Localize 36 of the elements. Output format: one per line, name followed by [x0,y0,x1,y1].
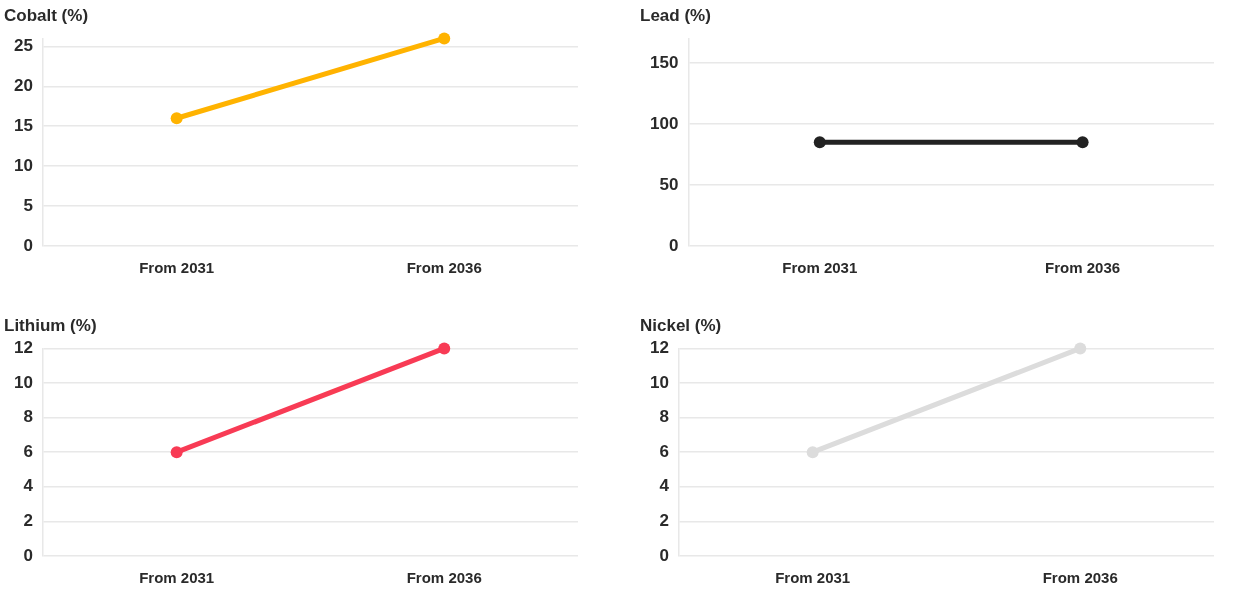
y-tick-label: 15 [13,115,33,135]
y-tick-label: 12 [649,338,669,358]
y-tick-label: 4 [23,476,34,496]
x-tick-label: From 2036 [1042,569,1118,587]
x-tick-label: From 2036 [406,259,482,277]
y-tick-label: 100 [649,113,679,133]
y-tick-label: 0 [23,545,33,565]
y-tick-label: 10 [649,372,669,392]
y-tick-label: 25 [13,36,33,56]
x-tick-label: From 2031 [139,569,215,587]
y-tick-label: 12 [13,338,33,358]
x-tick-label: From 2036 [1045,259,1121,277]
chart-title: Nickel (%) [640,315,722,335]
y-tick-label: 150 [649,52,679,72]
chart-title: Cobalt (%) [4,5,89,25]
chart-title: Lead (%) [640,5,711,25]
x-tick-label: From 2036 [406,569,482,587]
y-tick-label: 20 [13,76,33,95]
y-tick-label: 6 [23,441,33,461]
y-tick-label: 50 [659,174,679,194]
y-tick-label: 2 [23,511,33,531]
x-tick-label: From 2031 [782,259,858,277]
y-tick-label: 0 [668,235,679,255]
y-tick-label: 0 [659,545,669,565]
y-tick-label: 6 [659,441,669,461]
x-tick-label: From 2031 [139,259,215,277]
y-tick-label: 10 [13,155,33,175]
y-tick-label: 8 [659,407,669,427]
y-tick-label: 0 [23,235,33,255]
chart-title: Lithium (%) [4,315,97,335]
y-tick-label: 5 [23,195,33,215]
y-tick-label: 2 [659,511,669,531]
y-tick-label: 8 [23,407,33,427]
y-tick-label: 4 [659,476,670,496]
y-tick-label: 10 [13,372,33,392]
x-tick-label: From 2031 [775,569,851,587]
